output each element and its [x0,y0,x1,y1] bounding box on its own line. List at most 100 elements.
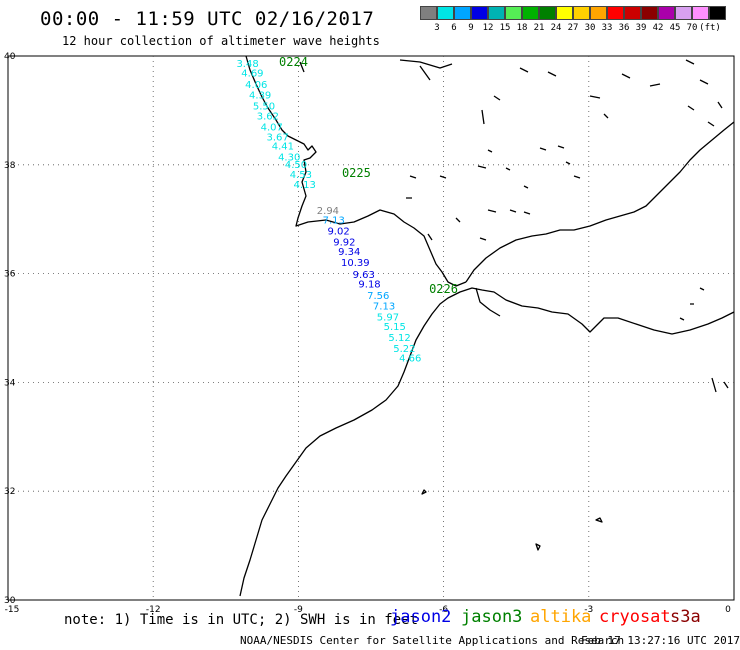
colorbar-swatch [658,6,675,20]
coast-africa [239,287,735,597]
lat-tick-label: 34 [4,378,16,388]
swh-value-label: 5.22 [393,344,415,355]
island-madeira [421,489,427,495]
swh-value-label: 3.62 [257,112,279,123]
swh-value-label: 5.97 [377,312,399,323]
colorbar-swatch [556,6,573,20]
map-subtitle: 12 hour collection of altimeter wave hei… [62,34,380,48]
colorbar-label: 39 [635,23,647,33]
lon-tick-label: -12 [146,605,161,615]
swh-value-label: 7.56 [367,291,389,302]
lat-lon-grid [7,55,735,601]
swh-value-label: 3.48 [236,59,258,70]
colorbar-swatch [641,6,658,20]
colorbar-label: 27 [567,23,579,33]
swh-value-label: 9.92 [333,237,355,248]
colorbar-swatch [709,6,726,20]
colorbar-swatch [675,6,692,20]
colorbar-swatch [420,6,437,20]
colorbar-label: 6 [451,23,457,33]
satellite-cryosat: cryosat [599,607,671,627]
swh-value-label: 9.63 [353,270,375,281]
colorbar-swatch [454,6,471,20]
swh-value-label: 5.12 [388,333,410,344]
swh-value-label: 4.41 [272,142,294,153]
satellite-jason3: jason3 [461,607,523,627]
coast-iberia-south [465,121,735,283]
swh-value-label: 9.34 [338,247,360,258]
swh-value-label: 4.39 [249,90,271,101]
swh-value-label: 4.06 [245,80,267,91]
colorbar-swatch [471,6,488,20]
map-title: 00:00 - 11:59 UTC 02/16/2017 [40,8,375,30]
colorbar-swatch [437,6,454,20]
coast-iberia-north [299,59,453,81]
units-note: note: 1) Time is in UTC; 2) SWH is in fe… [64,612,419,628]
colorbar-unit: (ft) [699,23,721,33]
generated-timestamp: Feb 17 13:27:16 UTC 2017 [581,634,740,647]
colorbar-swatch [692,6,709,20]
swh-value-label: 3.67 [266,132,288,143]
colorbar-label: 18 [516,23,528,33]
colorbar-swatch [590,6,607,20]
swh-value-label: 4.50 [285,160,307,171]
lat-tick-label: 38 [4,161,16,171]
islet-lake-1 [595,517,603,523]
swh-value-label: 2.94 [317,206,339,217]
colorbar-label: 12 [482,23,494,33]
colorbar-label: 36 [618,23,630,33]
coast-mediterranean-islets [406,59,729,393]
coastline [239,55,735,597]
colorbar-label: 24 [550,23,562,33]
colorbar-label: 30 [584,23,596,33]
swh-value-label: 9.02 [327,226,349,237]
colorbar-label: 42 [652,23,664,33]
colorbar-swatch [522,6,539,20]
colorbar-swatch [573,6,590,20]
pass-time-label: 0225 [342,166,371,180]
swh-value-label: 7.13 [323,216,345,227]
axis-tick-labels: -15 -12 -9 -6 -3 0 40 38 36 34 32 30 [4,52,731,615]
colorbar-swatch [488,6,505,20]
pass-time-labels: 0224 0225 0226 [279,55,458,296]
pass-time-label: 0226 [429,282,458,296]
colorbar-swatch [505,6,522,20]
colorbar-label: 45 [669,23,681,33]
swh-value-label: 4.69 [241,69,263,80]
colorbar-label: 33 [601,23,613,33]
lat-tick-label: 30 [4,596,16,606]
swh-value-label: 4.53 [290,170,312,181]
lon-tick-label: -9 [294,605,303,615]
colorbar-label: 21 [533,23,545,33]
satellite-s3a: s3a [670,607,701,627]
lon-tick-label: -3 [584,605,593,615]
lat-tick-label: 32 [4,487,15,497]
colorbar-label: 9 [468,23,474,33]
swh-value-label: 9.18 [358,280,380,291]
coast-iberia-west [245,55,467,287]
satellite-jason2: jason2 [390,607,452,627]
credit-line: NOAA/NESDIS Center for Satellite Applica… [240,634,625,647]
colorbar-label: 3 [434,23,440,33]
swh-values: 3.484.694.064.395.503.624.073.674.414.30… [236,59,421,365]
swh-value-label: 4.66 [399,354,421,365]
swh-value-label: 10.39 [341,258,370,269]
map-frame [7,55,735,601]
lat-tick-label: 40 [4,52,16,62]
swh-value-label: 4.30 [278,152,300,163]
coast-africa-north-ceuta [475,287,501,317]
colorbar-swatch [539,6,556,20]
lon-tick-label: 0 [725,605,731,615]
lon-tick-label: -6 [439,605,448,615]
lon-tick-label: -15 [5,605,20,615]
colorbar-swatch [607,6,624,20]
swh-value-label: 4.07 [261,123,283,134]
colorbar-swatch [624,6,641,20]
swh-value-label: 5.15 [384,322,406,333]
pass-time-label: 0224 [279,55,308,69]
colorbar-label: 15 [499,23,511,33]
swh-value-label: 5.50 [253,101,275,112]
islet-lake-2 [535,543,541,551]
satellite-altika: altika [530,607,592,627]
swh-value-label: 7.13 [373,302,395,313]
